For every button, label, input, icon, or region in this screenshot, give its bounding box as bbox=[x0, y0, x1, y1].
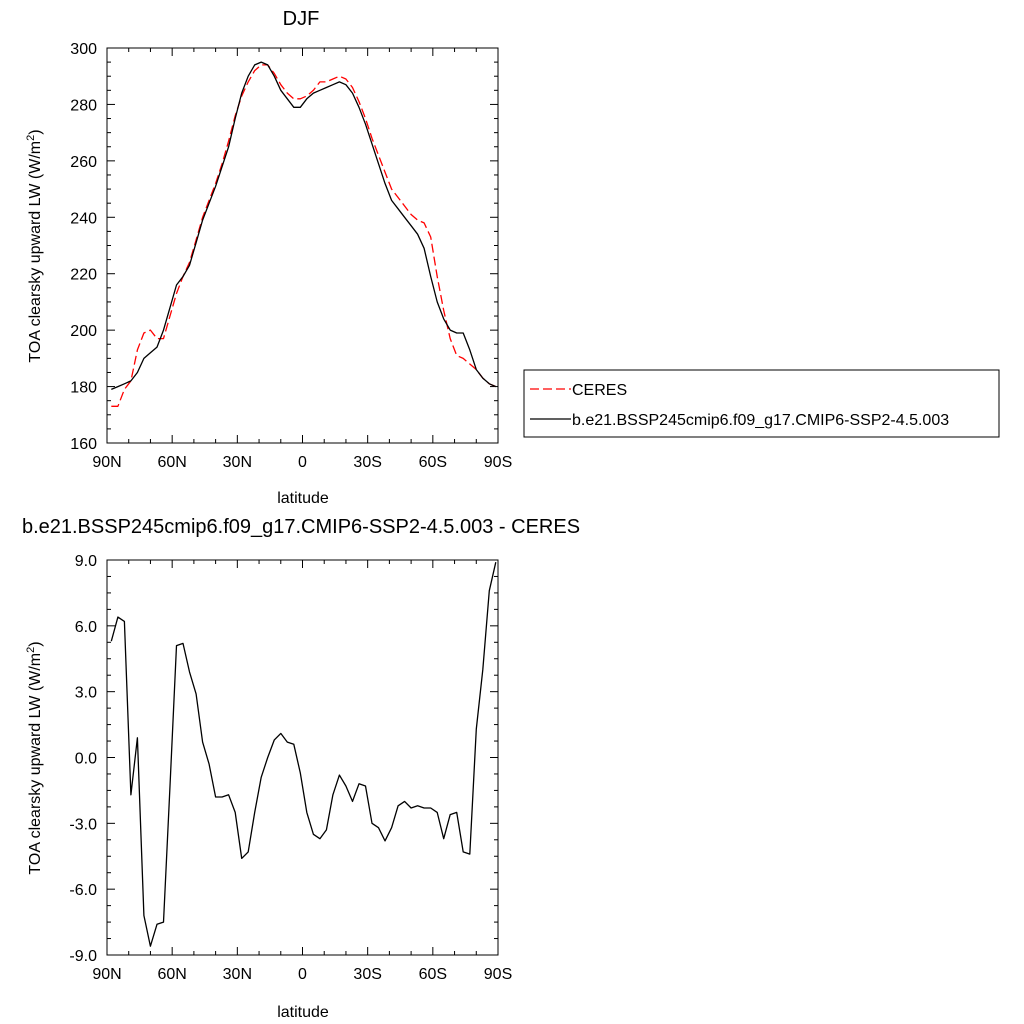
y-tick-label: 200 bbox=[70, 323, 97, 340]
plot-frame bbox=[106, 47, 499, 444]
y-axis-label-close: ) bbox=[27, 641, 44, 646]
legend-label-model: b.e21.BSSP245cmip6.f09_g17.CMIP6-SSP2-4.… bbox=[572, 412, 949, 429]
y-tick-labels: -9.0 -6.0 -3.0 0.0 3.0 6.0 9.0 bbox=[69, 553, 97, 965]
y-tick-label: 220 bbox=[70, 267, 97, 284]
y-axis-label-superscript: 2 bbox=[25, 647, 37, 653]
y-axis-label-close: ) bbox=[27, 129, 44, 134]
series-line-difference bbox=[110, 562, 497, 947]
x-tick-label: 90S bbox=[484, 454, 512, 471]
x-tick-label: 30N bbox=[223, 454, 252, 471]
series-line-b-e21-bssp245cmip6-f09-g17-cmip6-ssp2-4-5-003 bbox=[111, 61, 497, 390]
y-axis-label: TOA clearsky upward LW (W/m2) bbox=[25, 641, 44, 874]
y-tick-label: 240 bbox=[70, 210, 97, 227]
x-tick-label: 60S bbox=[419, 966, 447, 983]
y-tick-label: 260 bbox=[70, 154, 97, 171]
tick-marks bbox=[106, 559, 499, 956]
series-line-ceres bbox=[111, 64, 497, 407]
series-lines bbox=[110, 562, 497, 947]
tick-marks bbox=[106, 47, 499, 444]
x-tick-label: 30N bbox=[223, 966, 252, 983]
y-tick-label: 180 bbox=[70, 380, 97, 397]
y-tick-label: 6.0 bbox=[75, 619, 97, 636]
chart-title: b.e21.BSSP245cmip6.f09_g17.CMIP6-SSP2-4.… bbox=[22, 516, 580, 538]
x-tick-labels: 90N 60N 30N 0 30S 60S 90S bbox=[92, 966, 512, 983]
x-tick-label: 0 bbox=[298, 966, 307, 983]
panel-difference: b.e21.BSSP245cmip6.f09_g17.CMIP6-SSP2-4.… bbox=[22, 516, 580, 1021]
x-axis-label: latitude bbox=[277, 1004, 329, 1021]
y-tick-label: -6.0 bbox=[69, 882, 97, 899]
y-axis-label-text: TOA clearsky upward LW (W/m bbox=[27, 653, 44, 875]
y-tick-label: -9.0 bbox=[69, 948, 97, 965]
x-tick-label: 60S bbox=[419, 454, 447, 471]
y-tick-labels: 160 180 200 220 240 260 280 300 bbox=[70, 41, 97, 453]
legend-label-ceres: CERES bbox=[572, 382, 627, 399]
panel-djf: DJF 90N 60N 30N 0 30S 60S 90S 160 180 200 220 240 2… bbox=[25, 8, 1000, 507]
y-tick-label: -3.0 bbox=[69, 816, 97, 833]
y-axis-label-text: TOA clearsky upward LW (W/m bbox=[27, 141, 44, 363]
y-axis-label-superscript: 2 bbox=[25, 135, 37, 141]
y-tick-label: 280 bbox=[70, 97, 97, 114]
plot-frame bbox=[106, 559, 499, 956]
x-axis-label: latitude bbox=[277, 490, 329, 507]
y-tick-label: 160 bbox=[70, 436, 97, 453]
y-tick-label: 9.0 bbox=[75, 553, 97, 570]
legend-box bbox=[523, 369, 1000, 438]
x-tick-label: 60N bbox=[157, 454, 186, 471]
x-tick-label: 90N bbox=[92, 454, 121, 471]
y-axis-label: TOA clearsky upward LW (W/m2) bbox=[25, 129, 44, 362]
x-tick-label: 60N bbox=[157, 966, 186, 983]
x-tick-labels: 90N 60N 30N 0 30S 60S 90S bbox=[92, 454, 512, 471]
y-tick-label: 300 bbox=[70, 41, 97, 58]
x-tick-label: 30S bbox=[353, 966, 381, 983]
x-tick-label: 90S bbox=[484, 966, 512, 983]
series-lines bbox=[111, 61, 497, 407]
x-tick-label: 0 bbox=[298, 454, 307, 471]
y-tick-label: 0.0 bbox=[75, 751, 97, 768]
y-tick-label: 3.0 bbox=[75, 685, 97, 702]
x-tick-label: 30S bbox=[353, 454, 381, 471]
x-tick-label: 90N bbox=[92, 966, 121, 983]
legend: CERES b.e21.BSSP245cmip6.f09_g17.CMIP6-S… bbox=[523, 369, 1000, 438]
chart-title: DJF bbox=[283, 8, 320, 30]
